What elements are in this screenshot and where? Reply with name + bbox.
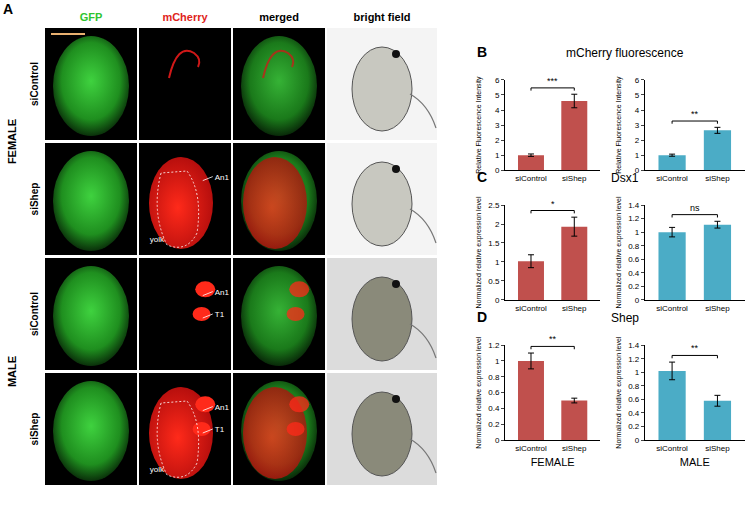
svg-text:siControl: siControl xyxy=(656,174,688,183)
svg-text:An1: An1 xyxy=(215,173,230,182)
svg-text:siControl: siControl xyxy=(515,174,547,183)
svg-text:mCherry: mCherry xyxy=(162,11,208,23)
svg-text:1.4: 1.4 xyxy=(628,201,640,210)
svg-text:**: ** xyxy=(691,109,699,119)
svg-text:1.4: 1.4 xyxy=(628,341,640,350)
svg-text:siShep: siShep xyxy=(705,444,730,453)
svg-text:**: ** xyxy=(691,343,699,353)
svg-text:1: 1 xyxy=(495,258,500,267)
svg-text:Dsx1: Dsx1 xyxy=(611,171,639,185)
svg-text:**: ** xyxy=(549,334,557,344)
svg-text:Normalized relative expression: Normalized relative expression level xyxy=(475,196,483,308)
svg-text:1: 1 xyxy=(635,228,640,237)
svg-text:1: 1 xyxy=(495,151,500,160)
svg-text:1.2: 1.2 xyxy=(488,341,500,350)
svg-text:0.8: 0.8 xyxy=(628,242,640,251)
svg-text:T1: T1 xyxy=(215,425,225,434)
svg-text:0: 0 xyxy=(495,166,500,175)
svg-text:yolk: yolk xyxy=(150,465,165,474)
svg-text:Normalized relative expression: Normalized relative expression level xyxy=(615,196,623,308)
svg-text:FEMALE: FEMALE xyxy=(6,119,18,164)
svg-text:MALE: MALE xyxy=(6,356,18,387)
svg-text:0: 0 xyxy=(635,296,640,305)
svg-text:0.2: 0.2 xyxy=(488,420,500,429)
svg-text:siShep: siShep xyxy=(29,183,40,216)
svg-text:ns: ns xyxy=(690,203,700,213)
svg-text:0: 0 xyxy=(495,436,500,445)
svg-text:0.4: 0.4 xyxy=(628,409,640,418)
svg-text:0: 0 xyxy=(635,436,640,445)
svg-text:B: B xyxy=(477,44,487,60)
svg-text:siControl: siControl xyxy=(29,292,40,336)
svg-text:1: 1 xyxy=(635,368,640,377)
svg-text:siShep: siShep xyxy=(29,413,40,446)
svg-text:2: 2 xyxy=(635,136,640,145)
svg-text:0.4: 0.4 xyxy=(628,269,640,278)
svg-text:*: * xyxy=(551,199,555,209)
svg-text:GFP: GFP xyxy=(80,11,103,23)
svg-text:siControl: siControl xyxy=(29,62,40,106)
svg-text:0.6: 0.6 xyxy=(488,388,500,397)
svg-text:2: 2 xyxy=(495,136,500,145)
svg-text:siControl: siControl xyxy=(656,304,688,313)
svg-text:0: 0 xyxy=(635,166,640,175)
svg-text:bright field: bright field xyxy=(354,11,411,23)
svg-text:0.6: 0.6 xyxy=(628,395,640,404)
svg-text:1: 1 xyxy=(495,357,500,366)
svg-text:1: 1 xyxy=(635,151,640,160)
svg-text:***: *** xyxy=(547,76,558,86)
svg-text:An1: An1 xyxy=(215,288,230,297)
svg-text:Shep: Shep xyxy=(611,311,639,325)
svg-text:mCherry fluorescence: mCherry fluorescence xyxy=(566,46,684,60)
svg-text:3: 3 xyxy=(635,121,640,130)
svg-text:0.5: 0.5 xyxy=(488,277,500,286)
svg-text:0.2: 0.2 xyxy=(628,422,640,431)
svg-text:Normalized relative expression: Normalized relative expression level xyxy=(615,336,623,448)
svg-text:siShep: siShep xyxy=(562,304,587,313)
svg-text:0.6: 0.6 xyxy=(628,255,640,264)
svg-text:Normalized relative expression: Normalized relative expression level xyxy=(475,336,483,448)
svg-text:3: 3 xyxy=(495,121,500,130)
svg-text:A: A xyxy=(3,1,13,17)
svg-text:2.5: 2.5 xyxy=(488,201,500,210)
svg-text:Relative Fluorescence Intensit: Relative Fluorescence Intensity xyxy=(615,76,623,174)
svg-text:4: 4 xyxy=(635,106,640,115)
svg-text:FEMALE: FEMALE xyxy=(531,456,575,468)
svg-text:merged: merged xyxy=(259,11,299,23)
svg-text:0.2: 0.2 xyxy=(628,282,640,291)
svg-text:siShep: siShep xyxy=(705,304,730,313)
svg-text:siShep: siShep xyxy=(562,444,587,453)
svg-text:0: 0 xyxy=(495,296,500,305)
svg-text:T1: T1 xyxy=(215,310,225,319)
svg-text:6: 6 xyxy=(495,76,500,85)
svg-text:siShep: siShep xyxy=(562,174,587,183)
svg-text:1.2: 1.2 xyxy=(628,214,640,223)
svg-text:Relative Fluorescence Intensit: Relative Fluorescence Intensity xyxy=(475,76,483,174)
svg-text:siControl: siControl xyxy=(515,304,547,313)
svg-text:5: 5 xyxy=(495,91,500,100)
svg-text:0.8: 0.8 xyxy=(488,373,500,382)
svg-text:0.8: 0.8 xyxy=(628,382,640,391)
svg-text:C: C xyxy=(477,169,487,185)
svg-text:6: 6 xyxy=(635,76,640,85)
svg-text:1.5: 1.5 xyxy=(488,239,500,248)
svg-text:4: 4 xyxy=(495,106,500,115)
svg-text:D: D xyxy=(477,309,487,325)
svg-text:siControl: siControl xyxy=(656,444,688,453)
svg-text:siControl: siControl xyxy=(515,444,547,453)
svg-text:yolk: yolk xyxy=(150,235,165,244)
svg-text:0.4: 0.4 xyxy=(488,404,500,413)
svg-text:5: 5 xyxy=(635,91,640,100)
svg-text:1.2: 1.2 xyxy=(628,355,640,364)
svg-text:siShep: siShep xyxy=(705,174,730,183)
svg-text:MALE: MALE xyxy=(680,456,710,468)
svg-text:An1: An1 xyxy=(215,403,230,412)
svg-text:2: 2 xyxy=(495,220,500,229)
